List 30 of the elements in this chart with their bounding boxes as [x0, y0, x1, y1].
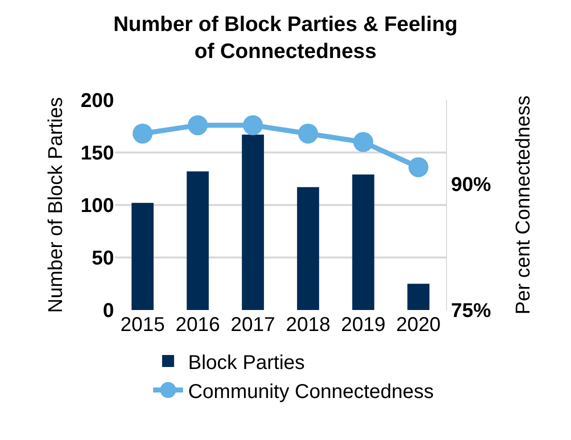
- y2-axis-title: Per cent Connectedness: [512, 95, 535, 315]
- legend-label: Community Connectedness: [188, 380, 434, 403]
- point: [242, 115, 263, 136]
- x-tick-label: 2017: [230, 314, 276, 336]
- point: [188, 115, 208, 136]
- y-tick-label: 50: [92, 248, 114, 270]
- bar: [407, 284, 430, 310]
- x-tick-label: 2019: [341, 314, 386, 336]
- y-tick-label: 150: [80, 142, 114, 164]
- point: [132, 124, 153, 144]
- y-tick-label: 200: [80, 90, 114, 112]
- y-tick-label: 0: [102, 300, 114, 322]
- bar: [297, 187, 320, 310]
- x-tick-label: 2015: [120, 314, 165, 336]
- y2-tick-label: 90%: [451, 174, 492, 196]
- bar: [186, 171, 209, 310]
- y-tick-label: 100: [80, 195, 114, 217]
- point: [408, 157, 428, 178]
- bar: [242, 134, 264, 310]
- x-tick-label: 2020: [396, 314, 441, 336]
- x-tick-label: 2016: [176, 314, 220, 336]
- point: [353, 132, 374, 152]
- x-tick-label: 2018: [286, 314, 330, 336]
- legend-label: Block Parties: [188, 352, 305, 374]
- chart-title: Number of Block Parties & Feeling of Connectedness: [113, 12, 458, 64]
- y-axis-title: Number of Block Parties: [45, 97, 68, 313]
- point: [298, 124, 318, 144]
- y2-tick-label: 75%: [451, 300, 492, 322]
- bar: [352, 174, 374, 310]
- bar: [132, 202, 154, 310]
